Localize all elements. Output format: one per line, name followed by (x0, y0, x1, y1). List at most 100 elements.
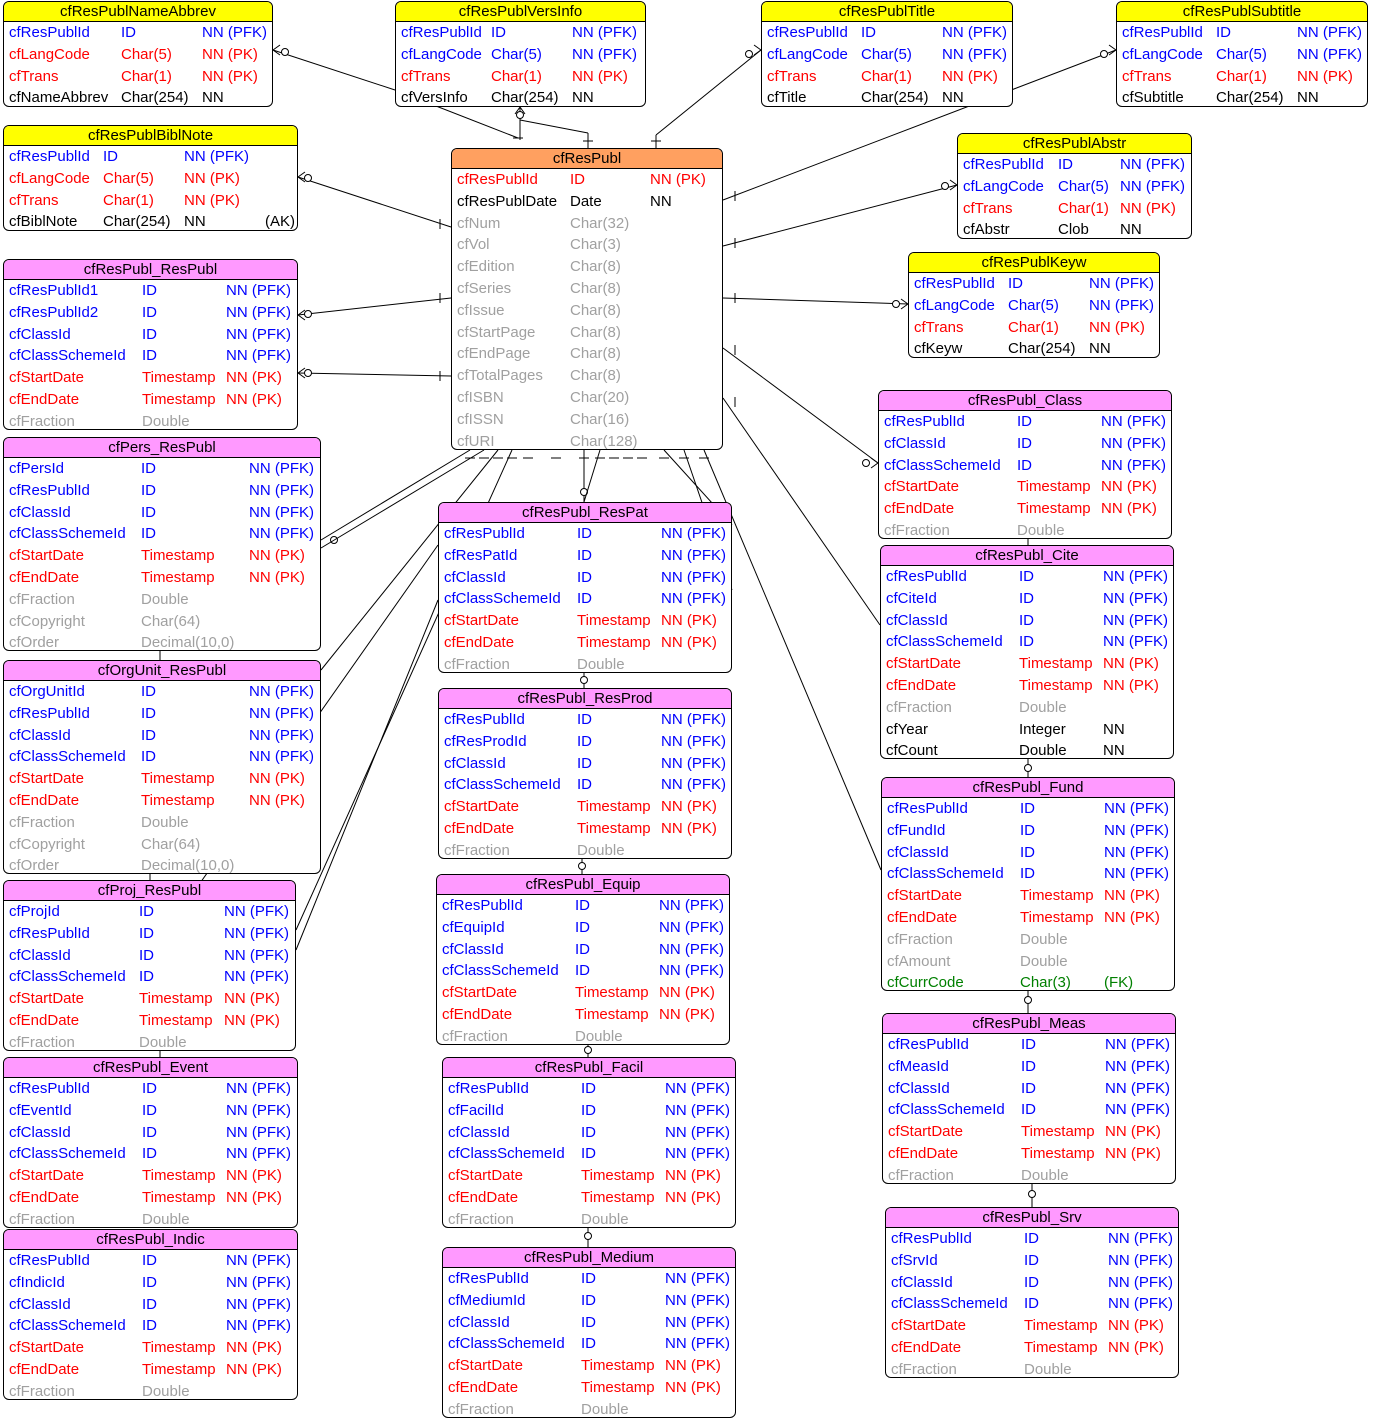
entity-cfResPublTitle[interactable]: cfResPublTitle cfResPublId ID NN (PFK) cfLan… (761, 1, 1013, 107)
attribute-name: cfResPublId (444, 711, 525, 728)
attribute-name: cfClassId (891, 1273, 953, 1291)
attribute-name: cfSubtitle (1122, 89, 1184, 107)
attribute-row: cfIssue Char(8) (452, 300, 722, 322)
attribute-name: cfTrans (401, 67, 451, 85)
attribute-row: cfResPublId ID NN (PFK) (958, 154, 1191, 176)
attribute-name: cfEquipId (442, 918, 505, 936)
entity-cfResPubl[interactable]: cfResPubl cfResPublId ID NN (PK) cfResPublDa… (451, 148, 723, 450)
attribute-type: ID (139, 903, 154, 920)
entity-cfResPublAbstr[interactable]: cfResPublAbstr cfResPublId ID NN (PFK) cfLan… (957, 133, 1192, 239)
attribute-constraint: NN (PFK) (226, 1145, 291, 1163)
attribute-constraint: NN (PK) (249, 792, 305, 809)
attribute-constraint: NN (PK) (1104, 887, 1160, 905)
attribute-constraint: (FK) (1104, 974, 1134, 991)
entity-cfResPubl_Meas[interactable]: cfResPubl_Meas cfResPublId ID NN (PFK) cfMea… (882, 1013, 1176, 1184)
attribute-constraint: NN (PK) (1120, 199, 1176, 217)
entity-cfProj_ResPubl[interactable]: cfProj_ResPubl cfProjId ID NN (PFK) cfResPub… (3, 880, 296, 1051)
entity-cfResPubl_Srv[interactable]: cfResPubl_Srv cfResPublId ID NN (PFK) cfSrvI… (885, 1207, 1179, 1378)
attribute-type: ID (103, 148, 118, 165)
entity-cfResPubl_Fund[interactable]: cfResPubl_Fund cfResPublId ID NN (PFK) cfFun… (881, 777, 1175, 991)
relationship-line (272, 49, 396, 91)
attribute-name: cfResPublId (963, 156, 1044, 173)
attribute-type: ID (1021, 1101, 1036, 1119)
attribute-constraint: NN (PFK) (665, 1270, 730, 1287)
attribute-constraint: NN (PFK) (226, 1273, 291, 1291)
attribute-row: cfAmount Double (882, 951, 1174, 973)
attribute-constraint: NN (PK) (184, 169, 240, 187)
entity-title: cfProj_ResPubl (4, 881, 295, 901)
entity-cfResPublNameAbbrev[interactable]: cfResPublNameAbbrev cfResPublId ID NN (PFK)… (3, 1, 273, 107)
optional-marker (304, 310, 312, 318)
attribute-type: ID (142, 347, 157, 365)
relationship-line (703, 449, 882, 871)
attribute-name: cfClassSchemeId (887, 865, 1004, 883)
entity-cfResPubl_Indic[interactable]: cfResPubl_Indic cfResPublId ID NN (PFK) cfIn… (3, 1229, 298, 1400)
entity-cfResPubl_Cite[interactable]: cfResPubl_Cite cfResPublId ID NN (PFK) cfCit… (880, 545, 1174, 759)
attribute-name: cfClassId (9, 1123, 71, 1141)
entity-cfResPublVersInfo[interactable]: cfResPublVersInfo cfResPublId ID NN (PFK) cf… (395, 1, 646, 107)
entity-cfResPubl_Facil[interactable]: cfResPubl_Facil cfResPublId ID NN (PFK) cfFa… (442, 1057, 736, 1228)
attribute-constraint: NN (PFK) (1103, 589, 1168, 607)
entity-cfPers_ResPubl[interactable]: cfPers_ResPubl cfPersId ID NN (PFK) cfResPub… (3, 437, 321, 651)
attribute-row: cfEventId ID NN (PFK) (4, 1100, 297, 1122)
attribute-constraint: NN (PFK) (1104, 865, 1169, 883)
attribute-constraint: NN (PK) (184, 191, 240, 209)
attribute-constraint: NN (PFK) (1105, 1036, 1170, 1053)
attribute-constraint: NN (PFK) (1101, 434, 1166, 452)
attribute-row: cfMediumId ID NN (PFK) (443, 1290, 735, 1312)
attribute-type: Char(254) (103, 213, 171, 231)
attribute-type: Double (142, 412, 190, 430)
attribute-name: cfEndDate (888, 1145, 959, 1162)
attribute-type: ID (581, 1335, 596, 1353)
relationship-line (297, 372, 306, 379)
attribute-type: ID (577, 568, 592, 586)
attribute-type: ID (139, 968, 154, 986)
attribute-constraint: NN (PFK) (249, 460, 314, 477)
attribute-row: cfEndDate Timestamp NN (PK) (439, 818, 731, 840)
entity-cfResPubl_ResProd[interactable]: cfResPubl_ResProd cfResPublId ID NN (PFK) cf… (438, 688, 732, 859)
attribute-row: cfResPublId ID NN (PFK) (909, 273, 1159, 295)
entity-cfResPublBiblNote[interactable]: cfResPublBiblNote cfResPublId ID NN (PFK) cf… (3, 125, 298, 231)
relationship-line (272, 49, 281, 56)
attribute-name: cfLangCode (914, 296, 995, 314)
entity-cfResPubl_Medium[interactable]: cfResPubl_Medium cfResPublId ID NN (PFK) cfM… (442, 1247, 736, 1418)
attribute-name: cfVersInfo (401, 89, 468, 107)
attribute-row: cfEndDate Timestamp NN (PK) (879, 498, 1171, 520)
attribute-type: Timestamp (575, 984, 649, 1002)
attribute-type: ID (491, 24, 506, 41)
attribute-row: cfClassId ID NN (PFK) (881, 610, 1173, 632)
attribute-constraint: NN (PFK) (1101, 413, 1166, 430)
attribute-name: cfStartDate (9, 369, 85, 387)
attribute-type: Char(5) (121, 45, 172, 63)
entity-cfResPublKeyw[interactable]: cfResPublKeyw cfResPublId ID NN (PFK) cfLang… (908, 252, 1160, 358)
attribute-constraint: NN (942, 89, 964, 107)
entity-title: cfResPubl_Equip (437, 875, 729, 895)
attribute-type: ID (570, 171, 585, 188)
attribute-row: cfSrvId ID NN (PFK) (886, 1250, 1178, 1272)
entity-cfResPubl_ResPubl[interactable]: cfResPubl_ResPubl cfResPublId1 ID NN (PFK) c… (3, 259, 298, 430)
entity-cfResPubl_ResPat[interactable]: cfResPubl_ResPat cfResPublId ID NN (PFK) cfR… (438, 502, 732, 673)
attribute-row: cfFundId ID NN (PFK) (882, 820, 1174, 842)
attribute-constraint: NN (PFK) (661, 754, 726, 772)
attribute-name: cfFraction (9, 813, 75, 831)
entity-cfResPubl_Class[interactable]: cfResPubl_Class cfResPublId ID NN (PFK) cfCl… (878, 390, 1172, 539)
entity-cfResPubl_Equip[interactable]: cfResPubl_Equip cfResPublId ID NN (PFK) cfEq… (436, 874, 730, 1045)
attribute-row: cfEndDate Timestamp NN (PK) (886, 1337, 1178, 1359)
attribute-type: Char(64) (141, 835, 201, 853)
entity-cfResPublSubtitle[interactable]: cfResPublSubtitle cfResPublId ID NN (PFK) cf… (1116, 1, 1368, 107)
attribute-constraint: NN (PK) (665, 1167, 721, 1185)
attribute-type: Double (142, 1210, 190, 1228)
entity-cfResPubl_Event[interactable]: cfResPubl_Event cfResPublId ID NN (PFK) cfEv… (3, 1057, 298, 1228)
attribute-constraint: NN (PFK) (202, 24, 267, 41)
attribute-constraint: NN (PK) (1105, 1123, 1161, 1141)
attribute-row: cfStartDate Timestamp NN (PK) (4, 545, 320, 567)
attribute-name: cfEndDate (444, 634, 515, 651)
entity-cfOrgUnit_ResPubl[interactable]: cfOrgUnit_ResPubl cfOrgUnitId ID NN (PFK) cf… (3, 660, 321, 874)
attribute-name: cfClassSchemeId (9, 748, 126, 766)
attribute-type: ID (577, 525, 592, 542)
attribute-constraint: NN (PFK) (661, 590, 726, 608)
attribute-name: cfStartDate (9, 770, 85, 788)
attribute-row: cfStartDate Timestamp NN (PK) (4, 988, 295, 1010)
attribute-type: Char(254) (491, 89, 559, 107)
attribute-type: Char(254) (861, 89, 929, 107)
